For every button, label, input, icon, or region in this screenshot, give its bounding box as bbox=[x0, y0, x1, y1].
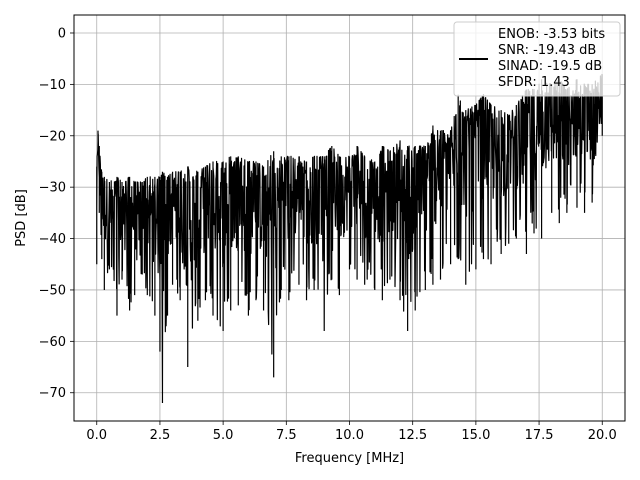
y-tick-label: −70 bbox=[39, 386, 66, 401]
y-axis: 0 −10 −20 −30 −40 −50 −60 −70 bbox=[39, 26, 74, 401]
x-tick-label: 0.0 bbox=[86, 428, 107, 443]
y-tick-label: −30 bbox=[39, 181, 66, 196]
x-tick-label: 15.0 bbox=[461, 428, 490, 443]
legend-line-3: SINAD: -19.5 dB bbox=[498, 59, 602, 74]
x-tick-label: 10.0 bbox=[335, 428, 364, 443]
y-tick-label: −10 bbox=[39, 78, 66, 93]
x-tick-label: 17.5 bbox=[525, 428, 554, 443]
psd-series-line bbox=[96, 73, 603, 404]
y-tick-label: 0 bbox=[58, 26, 66, 41]
x-tick-label: 5.0 bbox=[213, 428, 234, 443]
legend-line-2: SNR: -19.43 dB bbox=[498, 43, 596, 58]
plot-area bbox=[96, 73, 603, 404]
y-tick-label: −50 bbox=[39, 283, 66, 298]
y-tick-label: −60 bbox=[39, 335, 66, 350]
x-tick-label: 2.5 bbox=[150, 428, 171, 443]
legend-line-1: ENOB: -3.53 bits bbox=[498, 27, 605, 42]
y-tick-label: −20 bbox=[39, 129, 66, 144]
x-axis: 0.0 2.5 5.0 7.5 10.0 12.5 15.0 17.5 20.0 bbox=[86, 421, 617, 443]
legend-entry-label: ENOB: -3.53 bits SNR: -19.43 dB SINAD: -19… bbox=[498, 27, 605, 90]
legend-box bbox=[453, 21, 621, 97]
x-tick-label: 7.5 bbox=[276, 428, 297, 443]
x-tick-label: 12.5 bbox=[398, 428, 427, 443]
legend-line-4: SFDR: 1.43 bbox=[498, 75, 570, 90]
x-axis-label: Frequency [MHz] bbox=[295, 451, 404, 466]
y-axis-label: PSD [dB] bbox=[14, 189, 29, 247]
x-tick-label: 20.0 bbox=[588, 428, 617, 443]
y-tick-label: −40 bbox=[39, 232, 66, 247]
legend: ENOB: -3.53 bits SNR: -19.43 dB SINAD: -19… bbox=[453, 21, 621, 97]
